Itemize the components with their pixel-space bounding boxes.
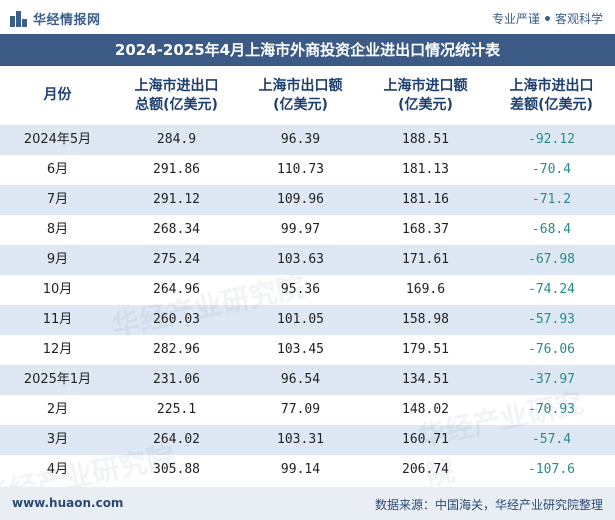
cell-import: 168.37 xyxy=(402,222,449,237)
header-total-line2: 总额(亿美元) xyxy=(135,96,218,113)
table-header: 月份 上海市进出口 总额(亿美元) 上海市出口额 (亿美元) 上海市进口额 (亿美元)… xyxy=(0,66,615,125)
cell-import: 148.02 xyxy=(402,402,449,417)
table-row: 4月 305.88 99.14 206.74 -107.6 xyxy=(0,455,615,485)
cell-export: 95.36 xyxy=(280,282,321,297)
header-total-line1: 上海市进出口 xyxy=(134,77,219,94)
top-bar: 华经情报网 专业严谨 客观科学 xyxy=(0,0,615,34)
bullet-dot-icon xyxy=(544,16,550,21)
cell-total: 282.96 xyxy=(153,342,200,357)
cell-total: 305.88 xyxy=(153,462,200,477)
cell-total: 275.24 xyxy=(153,252,200,267)
cell-month: 9月 xyxy=(46,252,69,267)
cell-export: 110.73 xyxy=(277,162,324,177)
header-month: 月份 xyxy=(43,87,72,103)
header-export-line1: 上海市出口额 xyxy=(258,77,343,94)
cell-import: 188.51 xyxy=(402,132,449,147)
cell-export: 103.31 xyxy=(277,432,324,447)
cell-import: 169.6 xyxy=(405,282,446,297)
cell-balance: -92.12 xyxy=(528,132,575,147)
cell-balance: -37.97 xyxy=(528,372,575,387)
cell-import: 134.51 xyxy=(402,372,449,387)
cell-month: 6月 xyxy=(46,162,69,177)
header-import-line2: (亿美元) xyxy=(398,96,453,113)
header-export-line2: (亿美元) xyxy=(273,96,328,113)
cell-month: 7月 xyxy=(46,192,69,207)
table-row: 2024年5月 284.9 96.39 188.51 -92.12 xyxy=(0,125,615,155)
brand-tagline: 专业严谨 客观科学 xyxy=(492,10,603,27)
header-import: 上海市进口额 (亿美元) xyxy=(363,66,488,125)
table-row: 2月 225.1 77.09 148.02 -70.93 xyxy=(0,395,615,425)
footer: www.huaon.com 数据来源：中国海关，华经产业研究院整理 xyxy=(0,487,615,520)
cell-total: 260.03 xyxy=(153,312,200,327)
table-row: 10月 264.96 95.36 169.6 -74.24 xyxy=(0,275,615,305)
cell-export: 101.05 xyxy=(277,312,324,327)
cell-total: 264.02 xyxy=(153,432,200,447)
cell-balance: -76.06 xyxy=(528,342,575,357)
cell-total: 284.9 xyxy=(156,132,197,147)
tagline-left: 专业严谨 xyxy=(491,12,540,26)
table-row: 2025年1月 231.06 96.54 134.51 -37.97 xyxy=(0,365,615,395)
table-row: 9月 275.24 103.63 171.61 -67.98 xyxy=(0,245,615,275)
cell-month: 10月 xyxy=(42,282,73,297)
cell-balance: -70.93 xyxy=(528,402,575,417)
cell-export: 96.39 xyxy=(280,132,321,147)
cell-export: 99.14 xyxy=(280,462,321,477)
cell-total: 268.34 xyxy=(153,222,200,237)
brand-name: 华经情报网 xyxy=(33,13,101,28)
cell-balance: -74.24 xyxy=(528,282,575,297)
cell-total: 291.86 xyxy=(153,162,200,177)
table-row: 11月 260.03 101.05 158.98 -57.93 xyxy=(0,305,615,335)
cell-import: 181.13 xyxy=(402,162,449,177)
cell-import: 181.16 xyxy=(402,192,449,207)
cell-import: 171.61 xyxy=(402,252,449,267)
cell-total: 291.12 xyxy=(153,192,200,207)
table-row: 7月 291.12 109.96 181.16 -71.2 xyxy=(0,185,615,215)
cell-month: 3月 xyxy=(46,432,69,447)
header-import-line1: 上海市进口额 xyxy=(383,77,468,94)
cell-balance: -70.4 xyxy=(531,162,572,177)
cell-month: 2025年1月 xyxy=(23,372,92,387)
table-row: 3月 264.02 103.31 160.71 -57.4 xyxy=(0,425,615,455)
footer-source: 数据来源：中国海关，华经产业研究院整理 xyxy=(374,498,603,512)
cell-balance: -67.98 xyxy=(528,252,575,267)
cell-import: 206.74 xyxy=(402,462,449,477)
header-total: 上海市进出口 总额(亿美元) xyxy=(115,66,238,125)
table-title: 2024-2025年4月上海市外商投资企业进出口情况统计表 xyxy=(0,34,615,66)
cell-month: 12月 xyxy=(42,342,73,357)
cell-import: 160.71 xyxy=(402,432,449,447)
cell-export: 103.63 xyxy=(277,252,324,267)
header-balance-line1: 上海市进出口 xyxy=(509,77,594,94)
cell-export: 109.96 xyxy=(277,192,324,207)
cell-total: 231.06 xyxy=(153,372,200,387)
table-body: 2024年5月 284.9 96.39 188.51 -92.12 6月 291… xyxy=(0,125,615,485)
tagline-right: 客观科学 xyxy=(554,12,603,26)
cell-month: 8月 xyxy=(46,222,69,237)
table-row: 6月 291.86 110.73 181.13 -70.4 xyxy=(0,155,615,185)
cell-total: 225.1 xyxy=(156,402,197,417)
cell-month: 4月 xyxy=(46,462,69,477)
cell-balance: -68.4 xyxy=(531,222,572,237)
cell-export: 96.54 xyxy=(280,372,321,387)
table-row: 8月 268.34 99.97 168.37 -68.4 xyxy=(0,215,615,245)
header-balance: 上海市进出口 差额(亿美元) xyxy=(488,66,615,125)
brand-logo[interactable]: 华经情报网 xyxy=(10,9,101,28)
footer-website-link[interactable]: www.huaon.com xyxy=(12,496,124,510)
cell-export: 99.97 xyxy=(280,222,321,237)
cell-total: 264.96 xyxy=(153,282,200,297)
cell-import: 179.51 xyxy=(402,342,449,357)
bar-chart-logo-icon xyxy=(10,10,28,27)
cell-month: 2月 xyxy=(46,402,69,417)
table-row: 12月 282.96 103.45 179.51 -76.06 xyxy=(0,335,615,365)
cell-import: 158.98 xyxy=(402,312,449,327)
cell-month: 2024年5月 xyxy=(23,132,92,147)
cell-export: 77.09 xyxy=(280,402,321,417)
header-balance-line2: 差额(亿美元) xyxy=(510,96,593,113)
cell-balance: -71.2 xyxy=(531,192,572,207)
header-export: 上海市出口额 (亿美元) xyxy=(238,66,363,125)
cell-balance: -107.6 xyxy=(528,462,575,477)
cell-balance: -57.4 xyxy=(531,432,572,447)
cell-balance: -57.93 xyxy=(528,312,575,327)
cell-month: 11月 xyxy=(42,312,73,327)
cell-export: 103.45 xyxy=(277,342,324,357)
